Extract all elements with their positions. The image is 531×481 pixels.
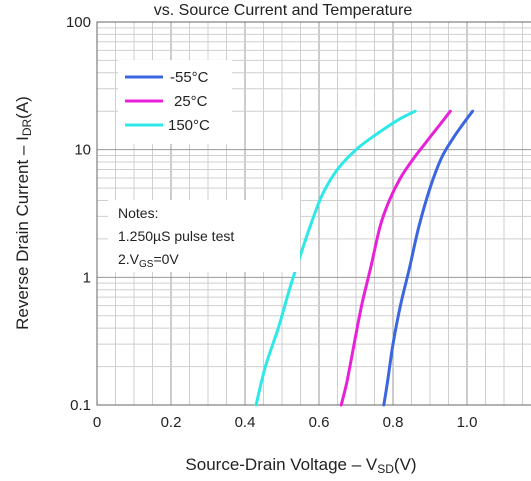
series-layer — [254, 109, 475, 407]
series-line-1 — [339, 109, 452, 407]
y-axis-label-unit: (A) — [13, 96, 32, 119]
x-tick-label: 1.0 — [457, 414, 478, 431]
series-line-2 — [254, 109, 417, 407]
y-axis-label-sub: DR — [20, 118, 34, 136]
x-axis-label-unit: (V) — [394, 455, 417, 474]
x-tick-label: 0.8 — [383, 414, 404, 431]
notes-line2-sub: GS — [139, 259, 154, 270]
y-tick-label: 10 — [74, 142, 91, 159]
y-tick-label: 100 — [66, 14, 91, 31]
legend-label-150: 150°C — [168, 117, 210, 134]
notes-title: Notes: — [118, 205, 158, 221]
x-tick-label: 0.4 — [235, 414, 256, 431]
x-tick-label: 0 — [93, 414, 101, 431]
notes-line2-suffix: =0V — [153, 251, 179, 267]
x-tick-label: 0.6 — [309, 414, 330, 431]
x-tick-label: 0.2 — [161, 414, 182, 431]
legend-label-25: 25°C — [174, 93, 208, 110]
y-tick-label: 1 — [83, 269, 91, 286]
chart-title: vs. Source Current and Temperature — [154, 2, 413, 19]
plot-frame — [96, 21, 531, 406]
notes-line1: 1.250µS pulse test — [118, 228, 234, 244]
legend: -55°C 25°C 150°C — [118, 60, 232, 144]
x-axis-label-sub: SD — [377, 462, 394, 476]
notes-background — [108, 200, 300, 272]
notes-box: Notes: 1.250µS pulse test 2.VGS=0V — [108, 200, 300, 272]
y-axis-label-main: Reverse Drain Current – I — [13, 136, 32, 330]
notes-line2: 2.VGS=0V — [118, 251, 179, 270]
y-axis-label: Reverse Drain Current – IDR(A) — [13, 96, 34, 330]
series-line-0 — [382, 109, 475, 407]
y-tick-label: 0.1 — [70, 397, 91, 414]
x-axis-label: Source-Drain Voltage – VSD(V) — [185, 455, 416, 476]
notes-line2-prefix: 2.V — [118, 251, 140, 267]
legend-label-minus55: -55°C — [170, 69, 209, 86]
x-axis-label-main: Source-Drain Voltage – V — [185, 455, 377, 474]
